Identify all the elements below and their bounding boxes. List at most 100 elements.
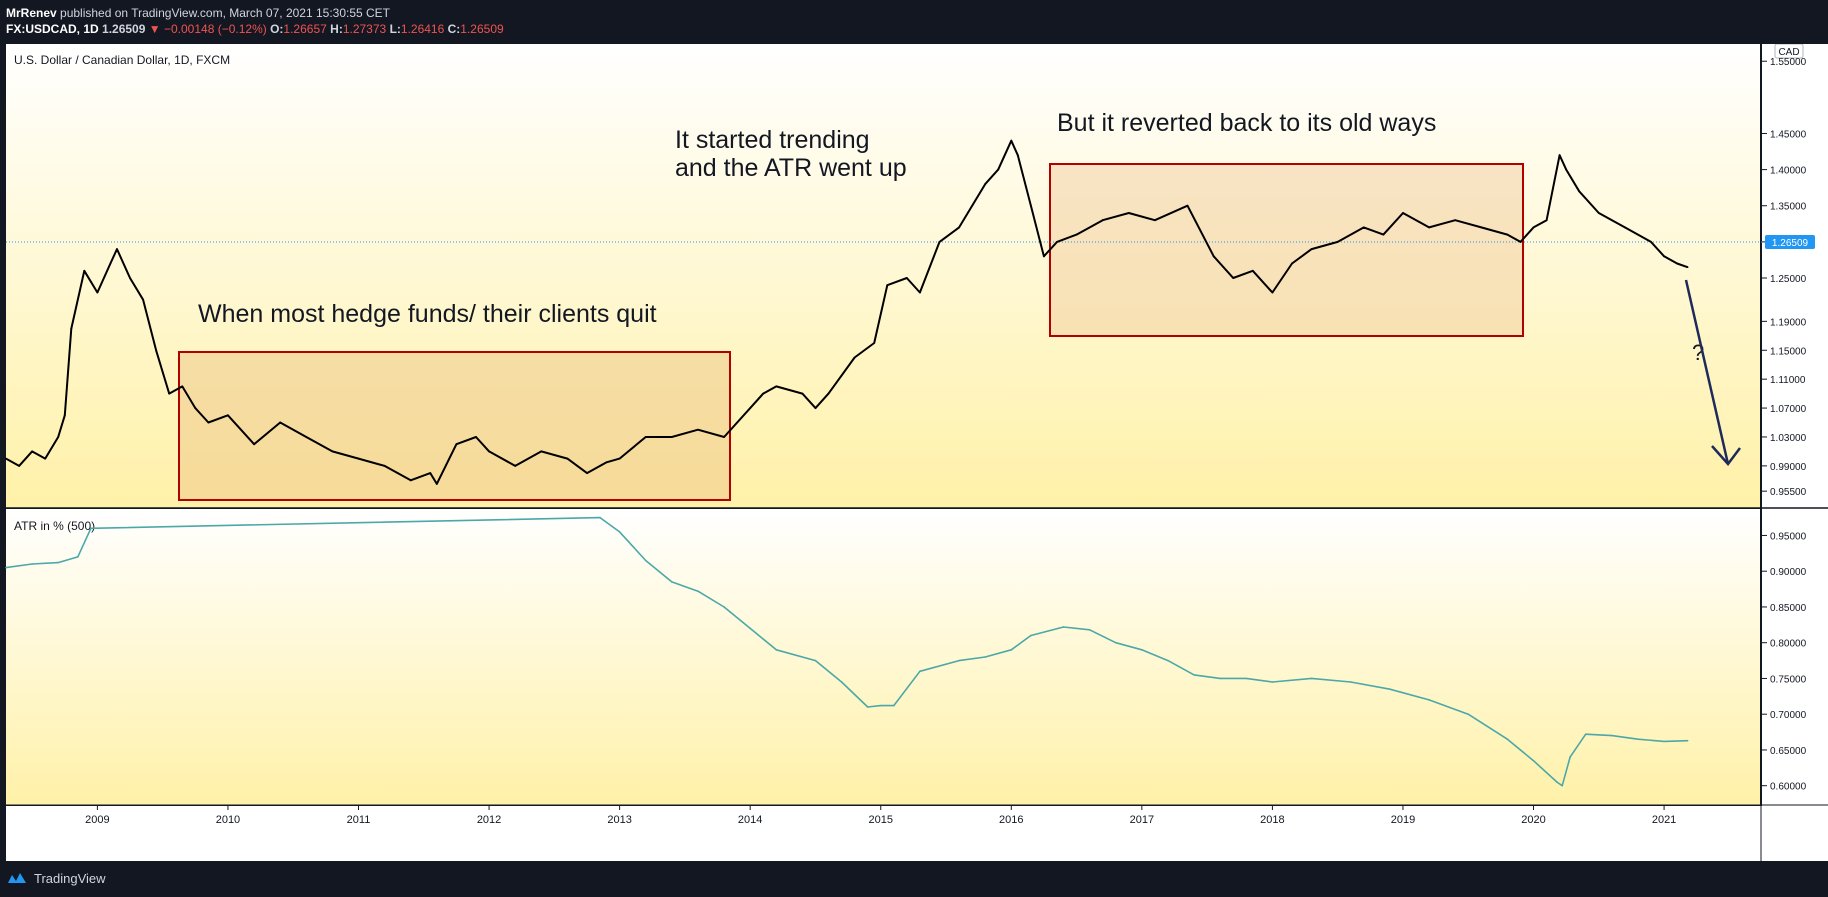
price-point — [697, 429, 699, 431]
range-box-2010-2013[interactable] — [179, 352, 730, 500]
price-tick-label: 1.11000 — [1770, 375, 1806, 386]
price-point — [110, 263, 112, 265]
atr-point — [880, 705, 882, 707]
atr-point — [1115, 642, 1117, 644]
chart-area[interactable]: U.S. Dollar / Canadian Dollar, 1D, FXCM … — [0, 44, 1828, 861]
atr-tick-label: 0.65000 — [1770, 746, 1807, 757]
price-point — [1102, 219, 1104, 221]
atr-tick-label: 0.90000 — [1770, 567, 1807, 578]
price-point — [723, 436, 725, 438]
price-tick-label: 1.55000 — [1770, 57, 1807, 68]
price-point — [1043, 255, 1045, 257]
open-value: 1.26657 — [283, 22, 326, 36]
chart-title: U.S. Dollar / Canadian Dollar, 1D, FXCM — [14, 53, 230, 67]
price-tick-label: 0.99000 — [1770, 462, 1807, 473]
time-tick-label: 2012 — [477, 814, 501, 826]
price-point — [775, 385, 777, 387]
price-point — [181, 385, 183, 387]
annotation-trending-line1[interactable]: It started trending — [675, 126, 870, 154]
price-point — [1187, 205, 1189, 207]
price-point — [331, 451, 333, 453]
price-point — [939, 241, 941, 243]
price-point — [815, 407, 817, 409]
atr-tick-label: 0.80000 — [1770, 639, 1807, 650]
atr-point — [1311, 678, 1313, 680]
atr-point — [1272, 681, 1274, 683]
price-point — [1546, 219, 1548, 221]
time-tick-label: 2021 — [1652, 814, 1676, 826]
atr-pane[interactable] — [6, 509, 1760, 805]
price-point — [997, 169, 999, 171]
annotation-reverted[interactable]: But it reverted back to its old ways — [1057, 109, 1436, 137]
footer-bar: TradingView — [0, 861, 1828, 897]
price-point — [57, 436, 59, 438]
last-price: 1.26509 — [102, 22, 145, 36]
time-tick-label: 2017 — [1130, 814, 1154, 826]
price-point — [253, 443, 255, 445]
price-point — [436, 483, 438, 485]
author-name[interactable]: MrRenev — [6, 6, 57, 20]
price-point — [155, 349, 157, 351]
price-point — [488, 451, 490, 453]
price-point — [44, 458, 46, 460]
atr-point — [697, 590, 699, 592]
price-point — [802, 393, 804, 395]
atr-point — [599, 517, 601, 519]
range-box-2016-2019[interactable] — [1050, 164, 1523, 336]
price-point — [1252, 270, 1254, 272]
price-point — [645, 436, 647, 438]
price-point — [1507, 234, 1509, 236]
price-point — [1428, 227, 1430, 229]
tradingview-brand[interactable]: TradingView — [34, 871, 106, 886]
atr-point — [1663, 741, 1665, 743]
down-arrow-icon: ▼ — [149, 22, 161, 36]
symbol-label[interactable]: FX:USDCAD, 1D — [6, 22, 99, 36]
atr-point — [1687, 740, 1689, 742]
publish-text: published on TradingView.com, March 07, … — [60, 6, 390, 20]
atr-title: ATR in % (500) — [14, 519, 95, 533]
atr-point — [867, 706, 869, 708]
price-tick-label: 1.25000 — [1770, 274, 1807, 285]
atr-point — [1010, 649, 1012, 651]
atr-point — [1556, 781, 1558, 783]
price-point — [227, 414, 229, 416]
atr-tick-label: 0.60000 — [1770, 782, 1807, 793]
atr-point — [671, 581, 673, 583]
atr-point — [1245, 678, 1247, 680]
price-point — [64, 414, 66, 416]
price-point — [410, 479, 412, 481]
price-change: −0.00148 (−0.12%) — [164, 22, 267, 36]
price-point — [566, 458, 568, 460]
tradingview-logo-icon[interactable] — [6, 869, 30, 887]
price-point — [984, 183, 986, 185]
price-point — [475, 436, 477, 438]
atr-point — [984, 656, 986, 658]
price-point — [671, 436, 673, 438]
atr-point — [57, 562, 59, 564]
price-point — [919, 292, 921, 294]
time-tick-label: 2020 — [1521, 814, 1545, 826]
price-point — [1578, 190, 1580, 192]
price-point — [886, 284, 888, 286]
price-point — [1533, 227, 1535, 229]
atr-point — [1063, 626, 1065, 628]
high-label: H: — [330, 22, 343, 36]
price-point — [1311, 248, 1313, 250]
price-point — [129, 277, 131, 279]
price-point — [854, 357, 856, 359]
annotation-hedge-funds[interactable]: When most hedge funds/ their clients qui… — [198, 300, 657, 328]
annotation-trending-line2[interactable]: and the ATR went up — [675, 154, 907, 182]
time-tick-label: 2018 — [1260, 814, 1284, 826]
price-point — [429, 472, 431, 474]
price-point — [762, 393, 764, 395]
price-point — [96, 292, 98, 294]
price-point — [873, 342, 875, 344]
price-point — [207, 422, 209, 424]
price-tick-label: 1.45000 — [1770, 129, 1807, 140]
price-point — [1687, 266, 1689, 268]
price-point — [1382, 234, 1384, 236]
atr-point — [815, 660, 817, 662]
price-point — [1363, 227, 1365, 229]
price-point — [358, 458, 360, 460]
time-tick-label: 2019 — [1391, 814, 1415, 826]
